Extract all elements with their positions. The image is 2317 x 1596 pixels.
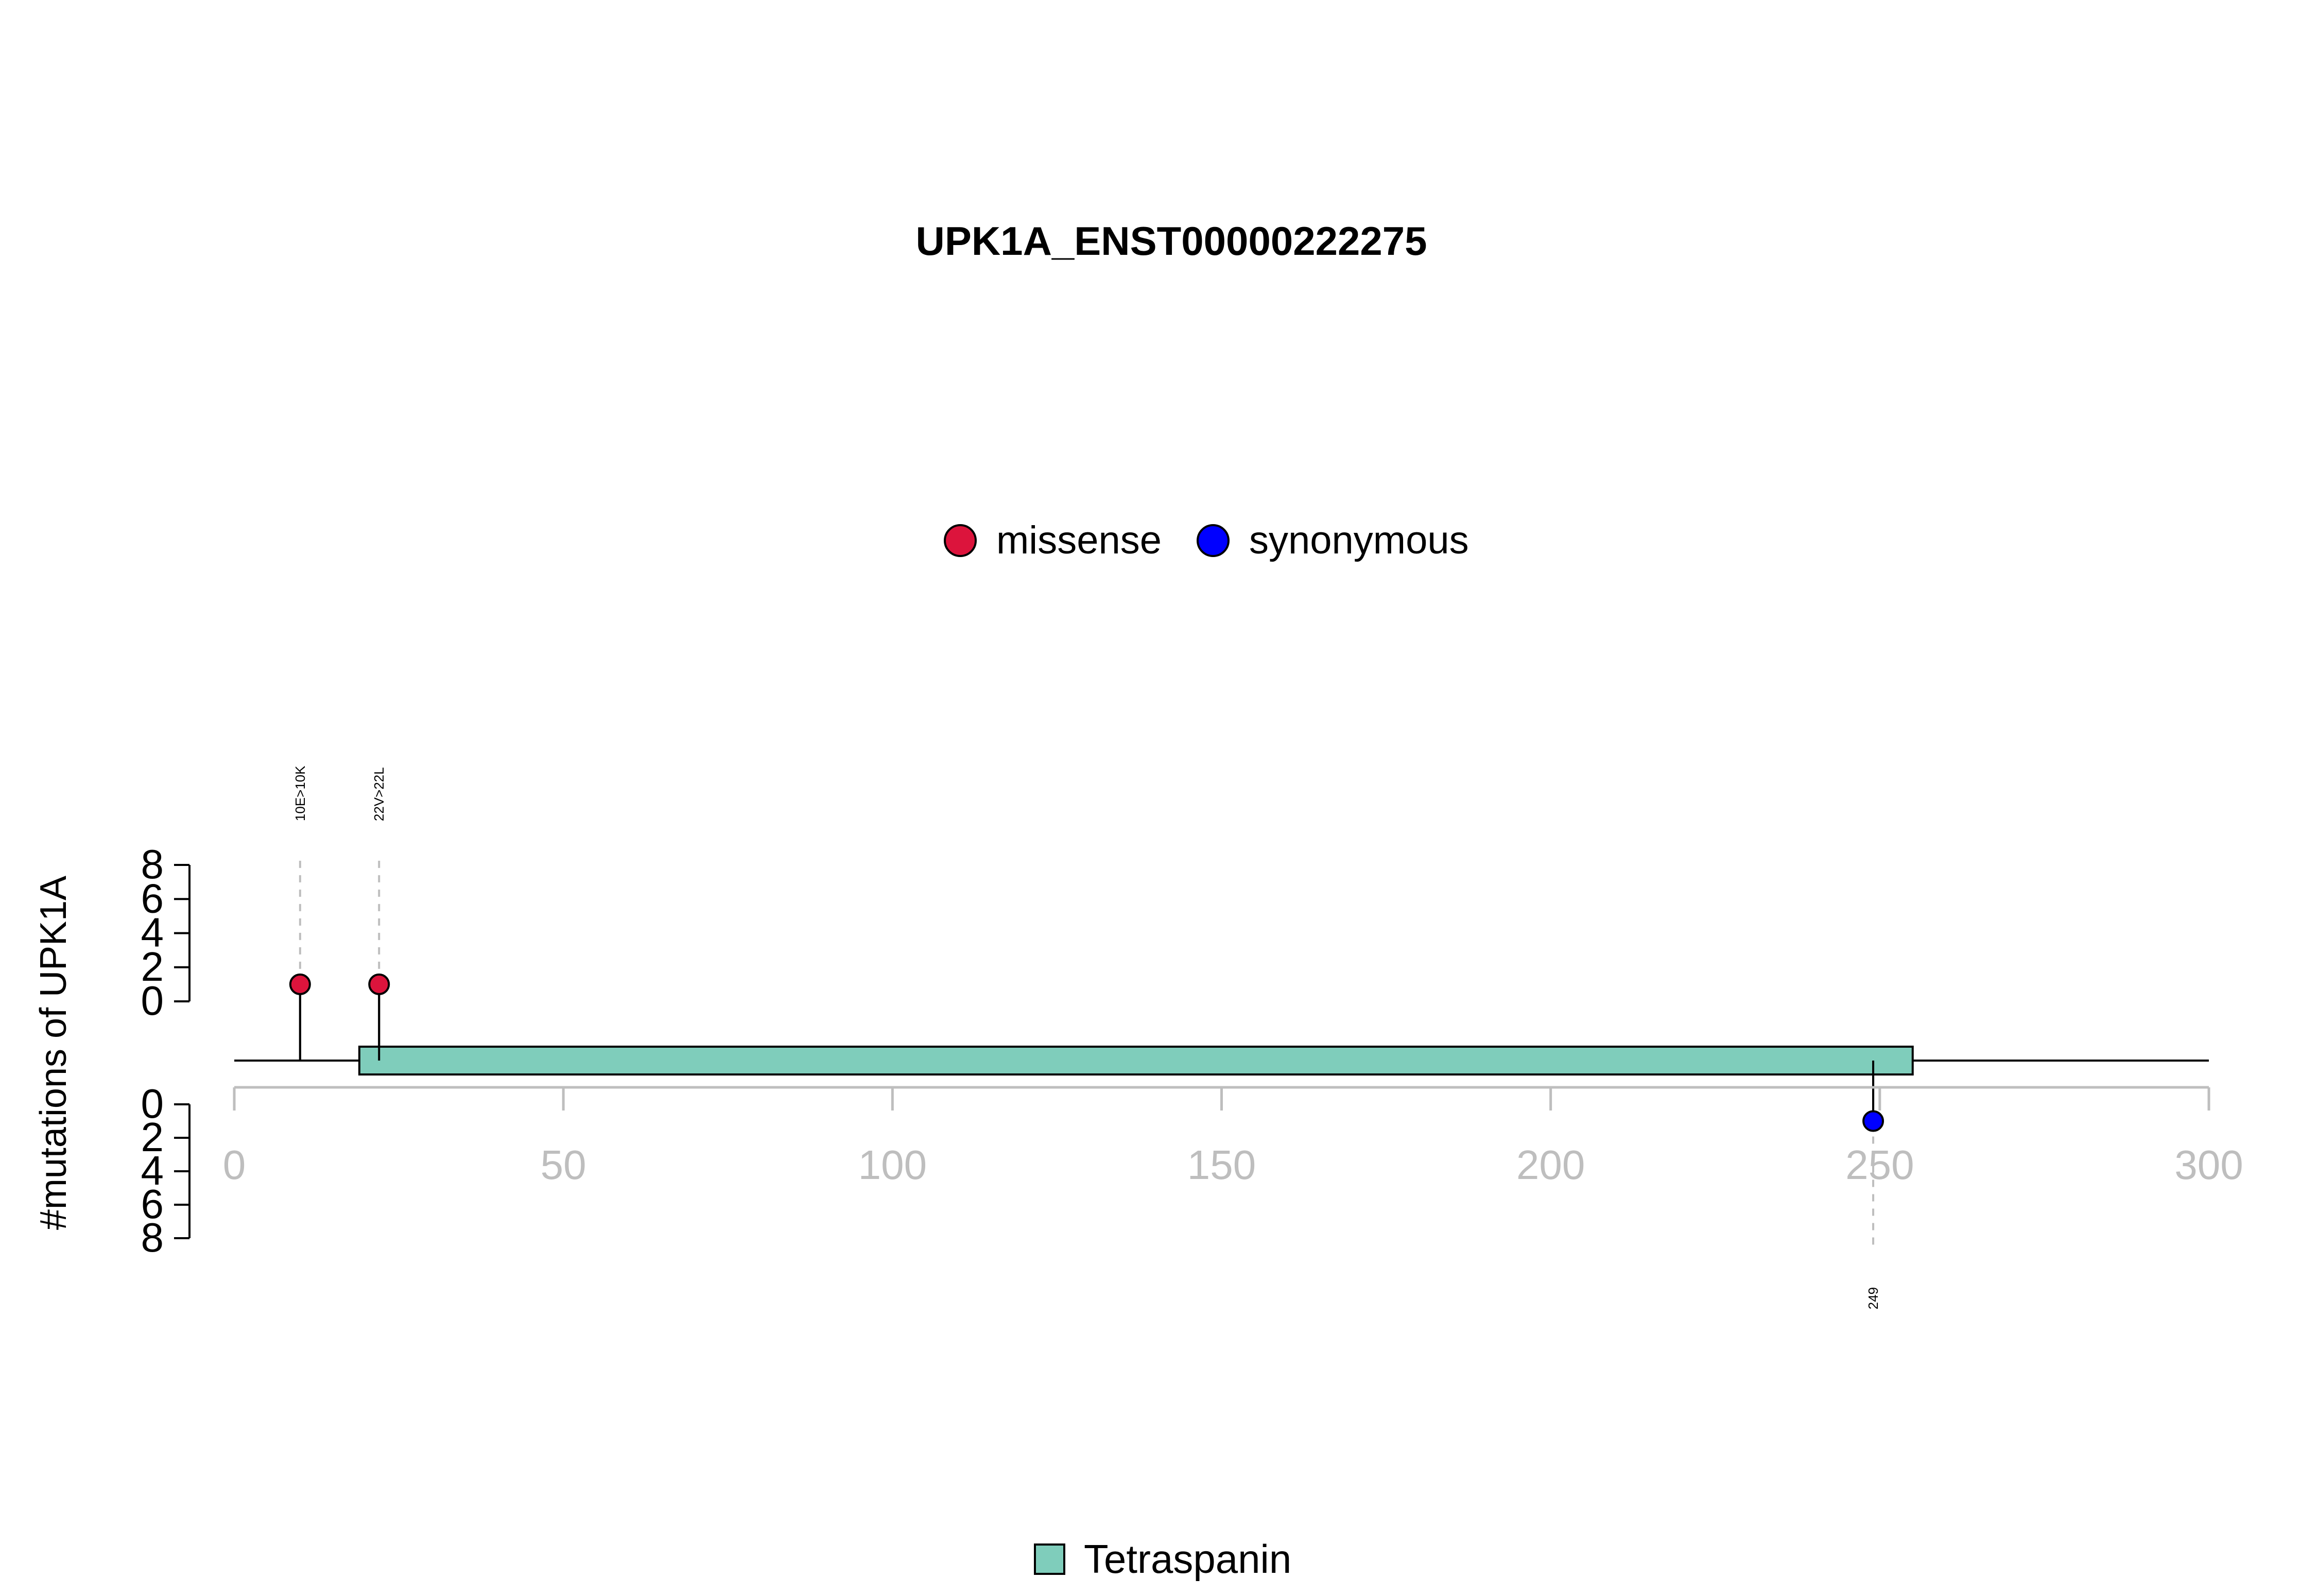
lollipop-head xyxy=(1862,1110,1884,1132)
domain-legend: Tetraspanin xyxy=(1034,1536,1291,1582)
y-bottom-tick-label: 2 xyxy=(141,1114,164,1160)
chart-title: UPK1A_ENST00000222275 xyxy=(916,218,1427,264)
y-top-tick-label: 0 xyxy=(141,978,164,1023)
legend-marker-synonymous xyxy=(1197,524,1230,557)
y-bottom-tick-label: 4 xyxy=(141,1148,164,1193)
x-tick-label: 100 xyxy=(858,1142,927,1188)
legend-label-missense: missense xyxy=(996,518,1162,562)
x-tick-label: 0 xyxy=(223,1142,246,1188)
legend-label-Tetraspanin: Tetraspanin xyxy=(1084,1536,1291,1582)
y-top-tick-label: 8 xyxy=(141,841,164,887)
x-tick-label: 250 xyxy=(1845,1142,1914,1188)
y-axis-label: #mutations of UPK1A xyxy=(33,876,74,1230)
legend-swatch-Tetraspanin xyxy=(1034,1543,1065,1575)
lollipop-head xyxy=(289,973,311,995)
mutation-type-legend: missense synonymous xyxy=(944,518,1469,562)
mutation-label: 10E>10K xyxy=(292,766,308,821)
y-bottom-tick-label: 6 xyxy=(141,1181,164,1227)
protein-backbone xyxy=(234,994,2209,1112)
y-bottom-tick-label: 0 xyxy=(141,1081,164,1126)
x-tick-label: 50 xyxy=(541,1142,586,1188)
mutation-label: 249 xyxy=(1865,1287,1881,1309)
domain-Tetraspanin xyxy=(358,1046,1914,1075)
legend-marker-missense xyxy=(944,524,977,557)
y-top-tick-label: 6 xyxy=(141,875,164,921)
y-top-tick-label: 4 xyxy=(141,910,164,956)
y-top-tick-label: 2 xyxy=(141,944,164,990)
x-axis: 0 50 100 150 200 250 300 xyxy=(223,1086,2243,1188)
y-bottom-tick-label: 8 xyxy=(141,1215,164,1260)
mutation-lollipops: 10E>10K 22V>22L 249 xyxy=(289,766,1884,1309)
mutation-label: 22V>22L xyxy=(371,767,387,821)
lollipop-head xyxy=(368,973,390,995)
x-tick-label: 150 xyxy=(1187,1142,1256,1188)
x-tick-label: 300 xyxy=(2174,1142,2243,1188)
x-tick-label: 200 xyxy=(1516,1142,1585,1188)
legend-label-synonymous: synonymous xyxy=(1249,518,1469,562)
